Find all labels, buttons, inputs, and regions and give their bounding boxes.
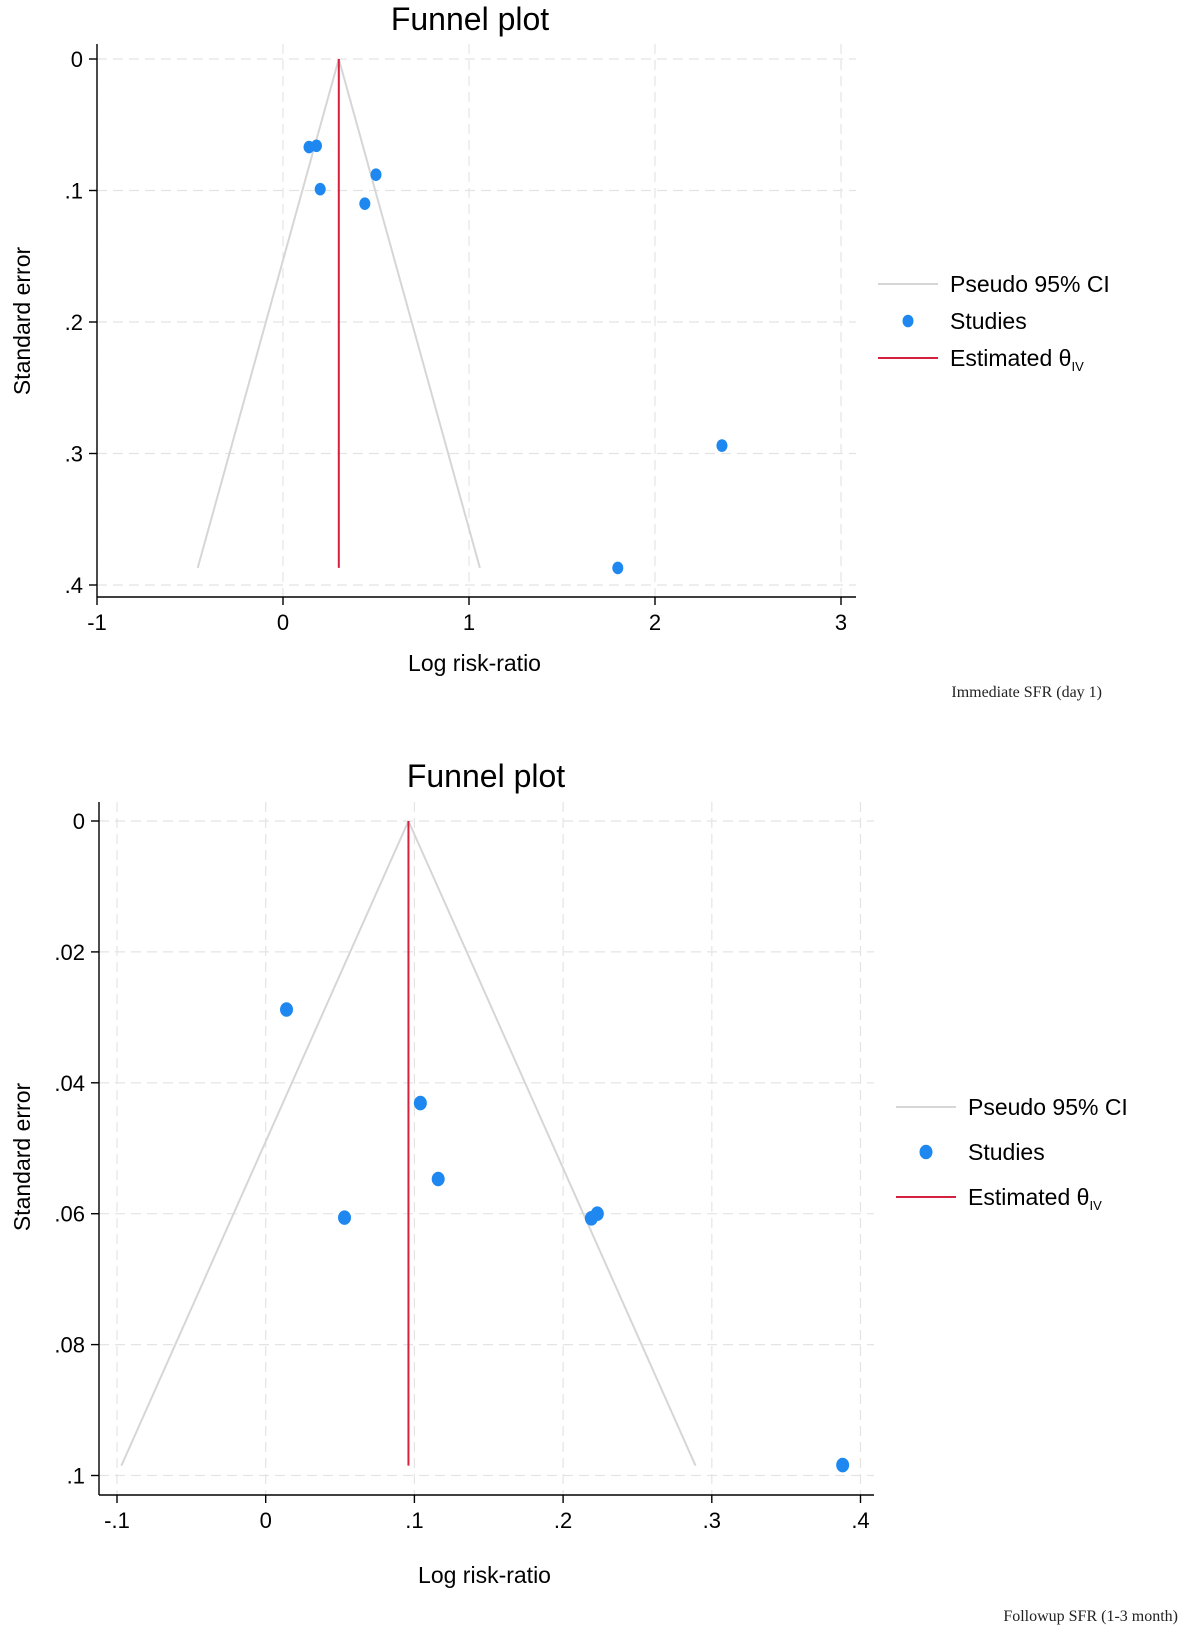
figure-canvas: Funnel plot -1 0 1 2 3 0 .1 .2 .3 .4 Log risk-ratio… xyxy=(0,0,1181,1628)
study-point xyxy=(836,1458,849,1473)
y-tick-label: .06 xyxy=(54,1202,85,1227)
y-tick-label: .04 xyxy=(54,1071,85,1096)
legend-estimate-label: Estimated θIV xyxy=(950,345,1084,374)
study-point xyxy=(716,439,727,452)
chart-title: Funnel plot xyxy=(407,758,565,794)
x-tick-label: 3 xyxy=(835,610,847,635)
y-tick-label: .02 xyxy=(54,940,85,965)
study-point xyxy=(414,1096,427,1111)
panel-caption: Followup SFR (1-3 month) xyxy=(1003,1608,1178,1625)
legend: Pseudo 95% CI Studies Estimated θIV xyxy=(878,271,1110,374)
x-tick-label: .2 xyxy=(554,1508,572,1533)
ci-line-right xyxy=(408,821,695,1466)
x-tick-label: 0 xyxy=(260,1508,272,1533)
legend-ci-label: Pseudo 95% CI xyxy=(968,1094,1128,1120)
x-tick-label: -1 xyxy=(87,610,107,635)
chart-title: Funnel plot xyxy=(391,1,549,37)
x-axis-label: Log risk-ratio xyxy=(408,650,541,676)
funnel-plot-1: Funnel plot -1 0 1 2 3 0 .1 .2 .3 .4 Log risk-ratio… xyxy=(9,1,1110,701)
funnel-plot-2: Funnel plot -.1 0 .1 .2 .3 .4 0 .02 .04 .06 .08 .1 Lo… xyxy=(9,758,1178,1625)
study-point xyxy=(280,1002,293,1017)
x-tick-label: 1 xyxy=(463,610,475,635)
legend-studies-label: Studies xyxy=(950,308,1027,334)
x-tick-label: 0 xyxy=(277,610,289,635)
x-tick-label: .4 xyxy=(851,1508,869,1533)
y-axis-label: Standard error xyxy=(9,1083,35,1232)
y-tick-label: .1 xyxy=(67,1464,85,1489)
panel-caption: Immediate SFR (day 1) xyxy=(951,684,1102,701)
ci-line-left xyxy=(198,59,339,568)
ci-line-left xyxy=(121,821,408,1466)
x-tick-label: .1 xyxy=(405,1508,423,1533)
legend-estimate-subscript: IV xyxy=(1071,359,1084,374)
legend-estimate-subscript: IV xyxy=(1089,1198,1102,1213)
legend-studies-swatch xyxy=(920,1145,933,1160)
y-tick-label: .08 xyxy=(54,1333,85,1358)
x-tick-label: -.1 xyxy=(104,1508,130,1533)
legend-studies-label: Studies xyxy=(968,1139,1045,1165)
x-tick-label: .3 xyxy=(703,1508,721,1533)
legend-estimate-label: Estimated θIV xyxy=(968,1184,1102,1213)
y-tick-label: .1 xyxy=(65,179,83,204)
x-tick-label: 2 xyxy=(649,610,661,635)
study-point xyxy=(338,1210,351,1225)
study-point xyxy=(315,183,326,196)
x-axis-label: Log risk-ratio xyxy=(418,1562,551,1588)
y-tick-label: .2 xyxy=(65,310,83,335)
legend-ci-label: Pseudo 95% CI xyxy=(950,271,1110,297)
y-tick-label: .3 xyxy=(65,442,83,467)
study-point xyxy=(359,197,370,210)
ci-line-right xyxy=(339,59,480,568)
study-point xyxy=(432,1172,445,1187)
y-tick-label: 0 xyxy=(71,47,83,72)
y-axis-label: Standard error xyxy=(9,247,35,396)
study-point xyxy=(612,562,623,575)
study-point xyxy=(371,168,382,181)
study-point xyxy=(591,1206,604,1221)
study-point xyxy=(311,139,322,152)
legend: Pseudo 95% CI Studies Estimated θIV xyxy=(896,1094,1128,1213)
y-tick-label: 0 xyxy=(73,809,85,834)
y-tick-label: .4 xyxy=(65,573,83,598)
legend-studies-swatch xyxy=(903,315,914,328)
